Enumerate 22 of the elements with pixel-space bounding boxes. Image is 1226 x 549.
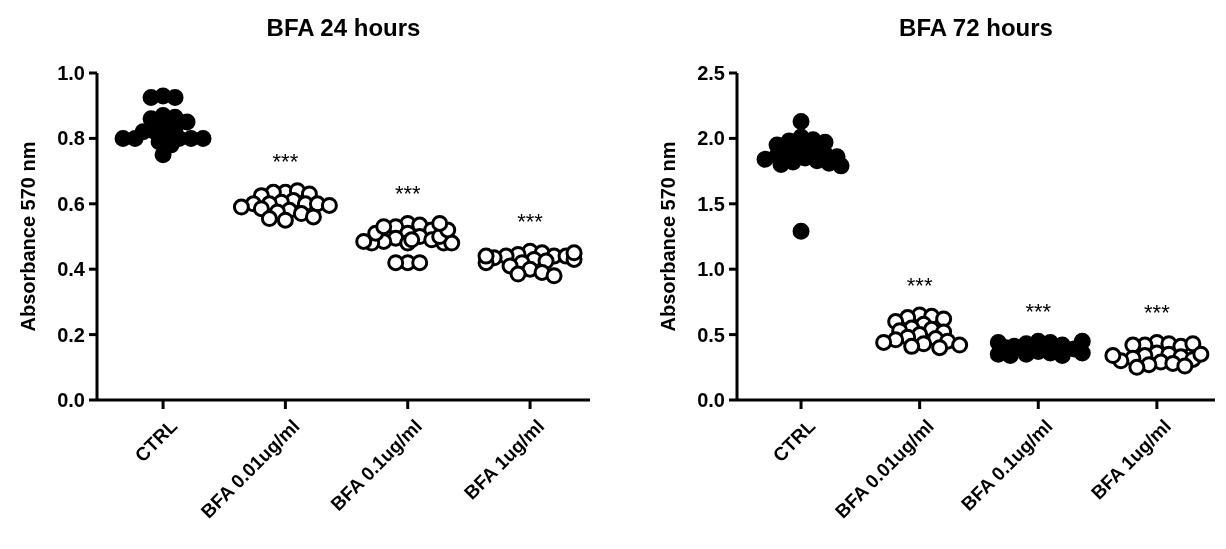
y-tick-label: 0.8 <box>57 127 85 150</box>
y-axis-title: Absorbance 570 nm <box>657 141 679 332</box>
annotation: *** <box>272 148 299 174</box>
y-tick-label: 2.5 <box>697 62 725 84</box>
annotation: *** <box>394 181 421 207</box>
y-tick-label: 0.2 <box>57 323 85 346</box>
y-tick-label: 1.0 <box>697 258 725 281</box>
y-tick-label: 0.4 <box>57 258 86 281</box>
y-tick-label: 1.5 <box>697 192 725 215</box>
y-tick-label: 0.0 <box>57 389 85 411</box>
y-tick-label: 1.0 <box>57 62 85 84</box>
annotation: *** <box>517 209 544 235</box>
annotation: *** <box>906 272 933 298</box>
chart-title: BFA 72 hours <box>899 14 1053 41</box>
annotation: *** <box>1025 299 1052 325</box>
y-tick-label: 0.5 <box>697 323 725 346</box>
y-tick-label: 2.0 <box>697 127 725 150</box>
chart-title: BFA 24 hours <box>266 14 421 41</box>
y-tick-label: 0.0 <box>697 389 725 411</box>
y-tick-label: 0.6 <box>57 192 85 215</box>
annotation: *** <box>1144 300 1171 326</box>
y-axis-title: Absorbance 570 nm <box>17 141 39 332</box>
